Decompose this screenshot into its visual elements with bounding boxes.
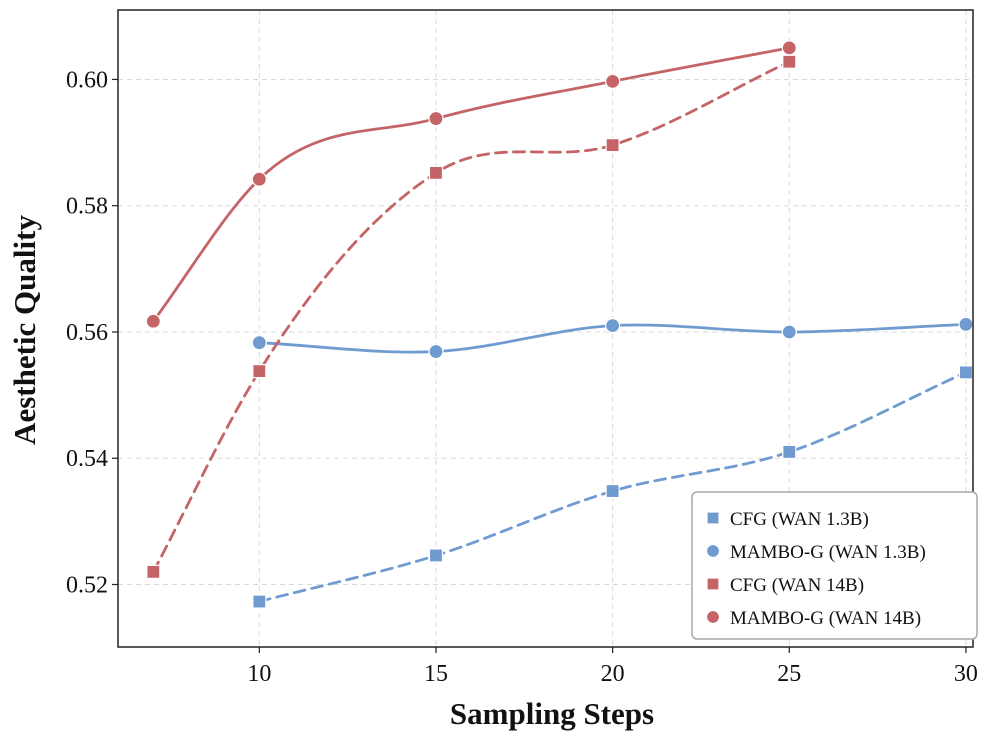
- series-line: [151, 46, 791, 323]
- legend-label: MAMBO-G (WAN 14B): [730, 608, 921, 629]
- legend-box: [691, 491, 978, 640]
- legend-marker: [705, 609, 721, 625]
- square-marker: [782, 444, 797, 460]
- circle-marker: [781, 40, 797, 56]
- circle-marker: [428, 343, 444, 360]
- y-tick-label: 0.54: [66, 446, 108, 472]
- x-tick-label: 15: [424, 661, 448, 687]
- circle-marker: [428, 110, 444, 127]
- legend: CFG (WAN 1.3B) MAMBO-G (WAN 1.3B) CFG (WAN…: [691, 491, 978, 640]
- x-tick-label: 30: [954, 661, 978, 687]
- x-tick-label: 20: [601, 661, 625, 687]
- circle-marker: [251, 171, 267, 187]
- legend-marker: [706, 511, 720, 525]
- y-tick-label: 0.52: [66, 572, 108, 598]
- series-layer: [145, 40, 974, 609]
- x-tick-label: 10: [247, 661, 271, 687]
- legend-label: CFG (WAN 14B): [730, 575, 864, 596]
- circle-marker: [145, 313, 161, 329]
- square-marker: [146, 564, 161, 579]
- circle-marker: [958, 316, 974, 332]
- square-marker: [605, 483, 620, 499]
- square-marker: [428, 548, 444, 563]
- square-marker: [782, 54, 797, 69]
- square-marker: [605, 138, 620, 153]
- y-tick-label: 0.58: [66, 194, 108, 220]
- circle-marker: [781, 324, 797, 340]
- y-tick-label: 0.60: [66, 67, 108, 93]
- circle-marker: [251, 335, 267, 351]
- legend-label: CFG (WAN 1.3B): [730, 509, 869, 530]
- legend-marker: [706, 577, 720, 591]
- square-marker: [252, 364, 267, 379]
- legend-items: CFG (WAN 1.3B) MAMBO-G (WAN 1.3B) CFG (WAN…: [705, 509, 926, 629]
- tick-layer: 10 15 20 25 30 0.52 0.54 0.56 0.58 0.60: [66, 67, 978, 687]
- square-marker: [958, 365, 974, 380]
- plot-frame: [117, 9, 974, 648]
- legend-marker: [705, 543, 721, 559]
- x-tick-label: 25: [777, 661, 801, 687]
- y-axis-title: Aesthetic Quality: [7, 215, 42, 445]
- circle-marker: [605, 318, 621, 334]
- circle-marker: [605, 73, 621, 89]
- y-tick-label: 0.56: [66, 320, 108, 346]
- x-axis-title: Sampling Steps: [450, 696, 654, 731]
- square-marker: [428, 165, 444, 180]
- square-marker: [252, 594, 267, 609]
- legend-label: MAMBO-G (WAN 1.3B): [730, 542, 926, 563]
